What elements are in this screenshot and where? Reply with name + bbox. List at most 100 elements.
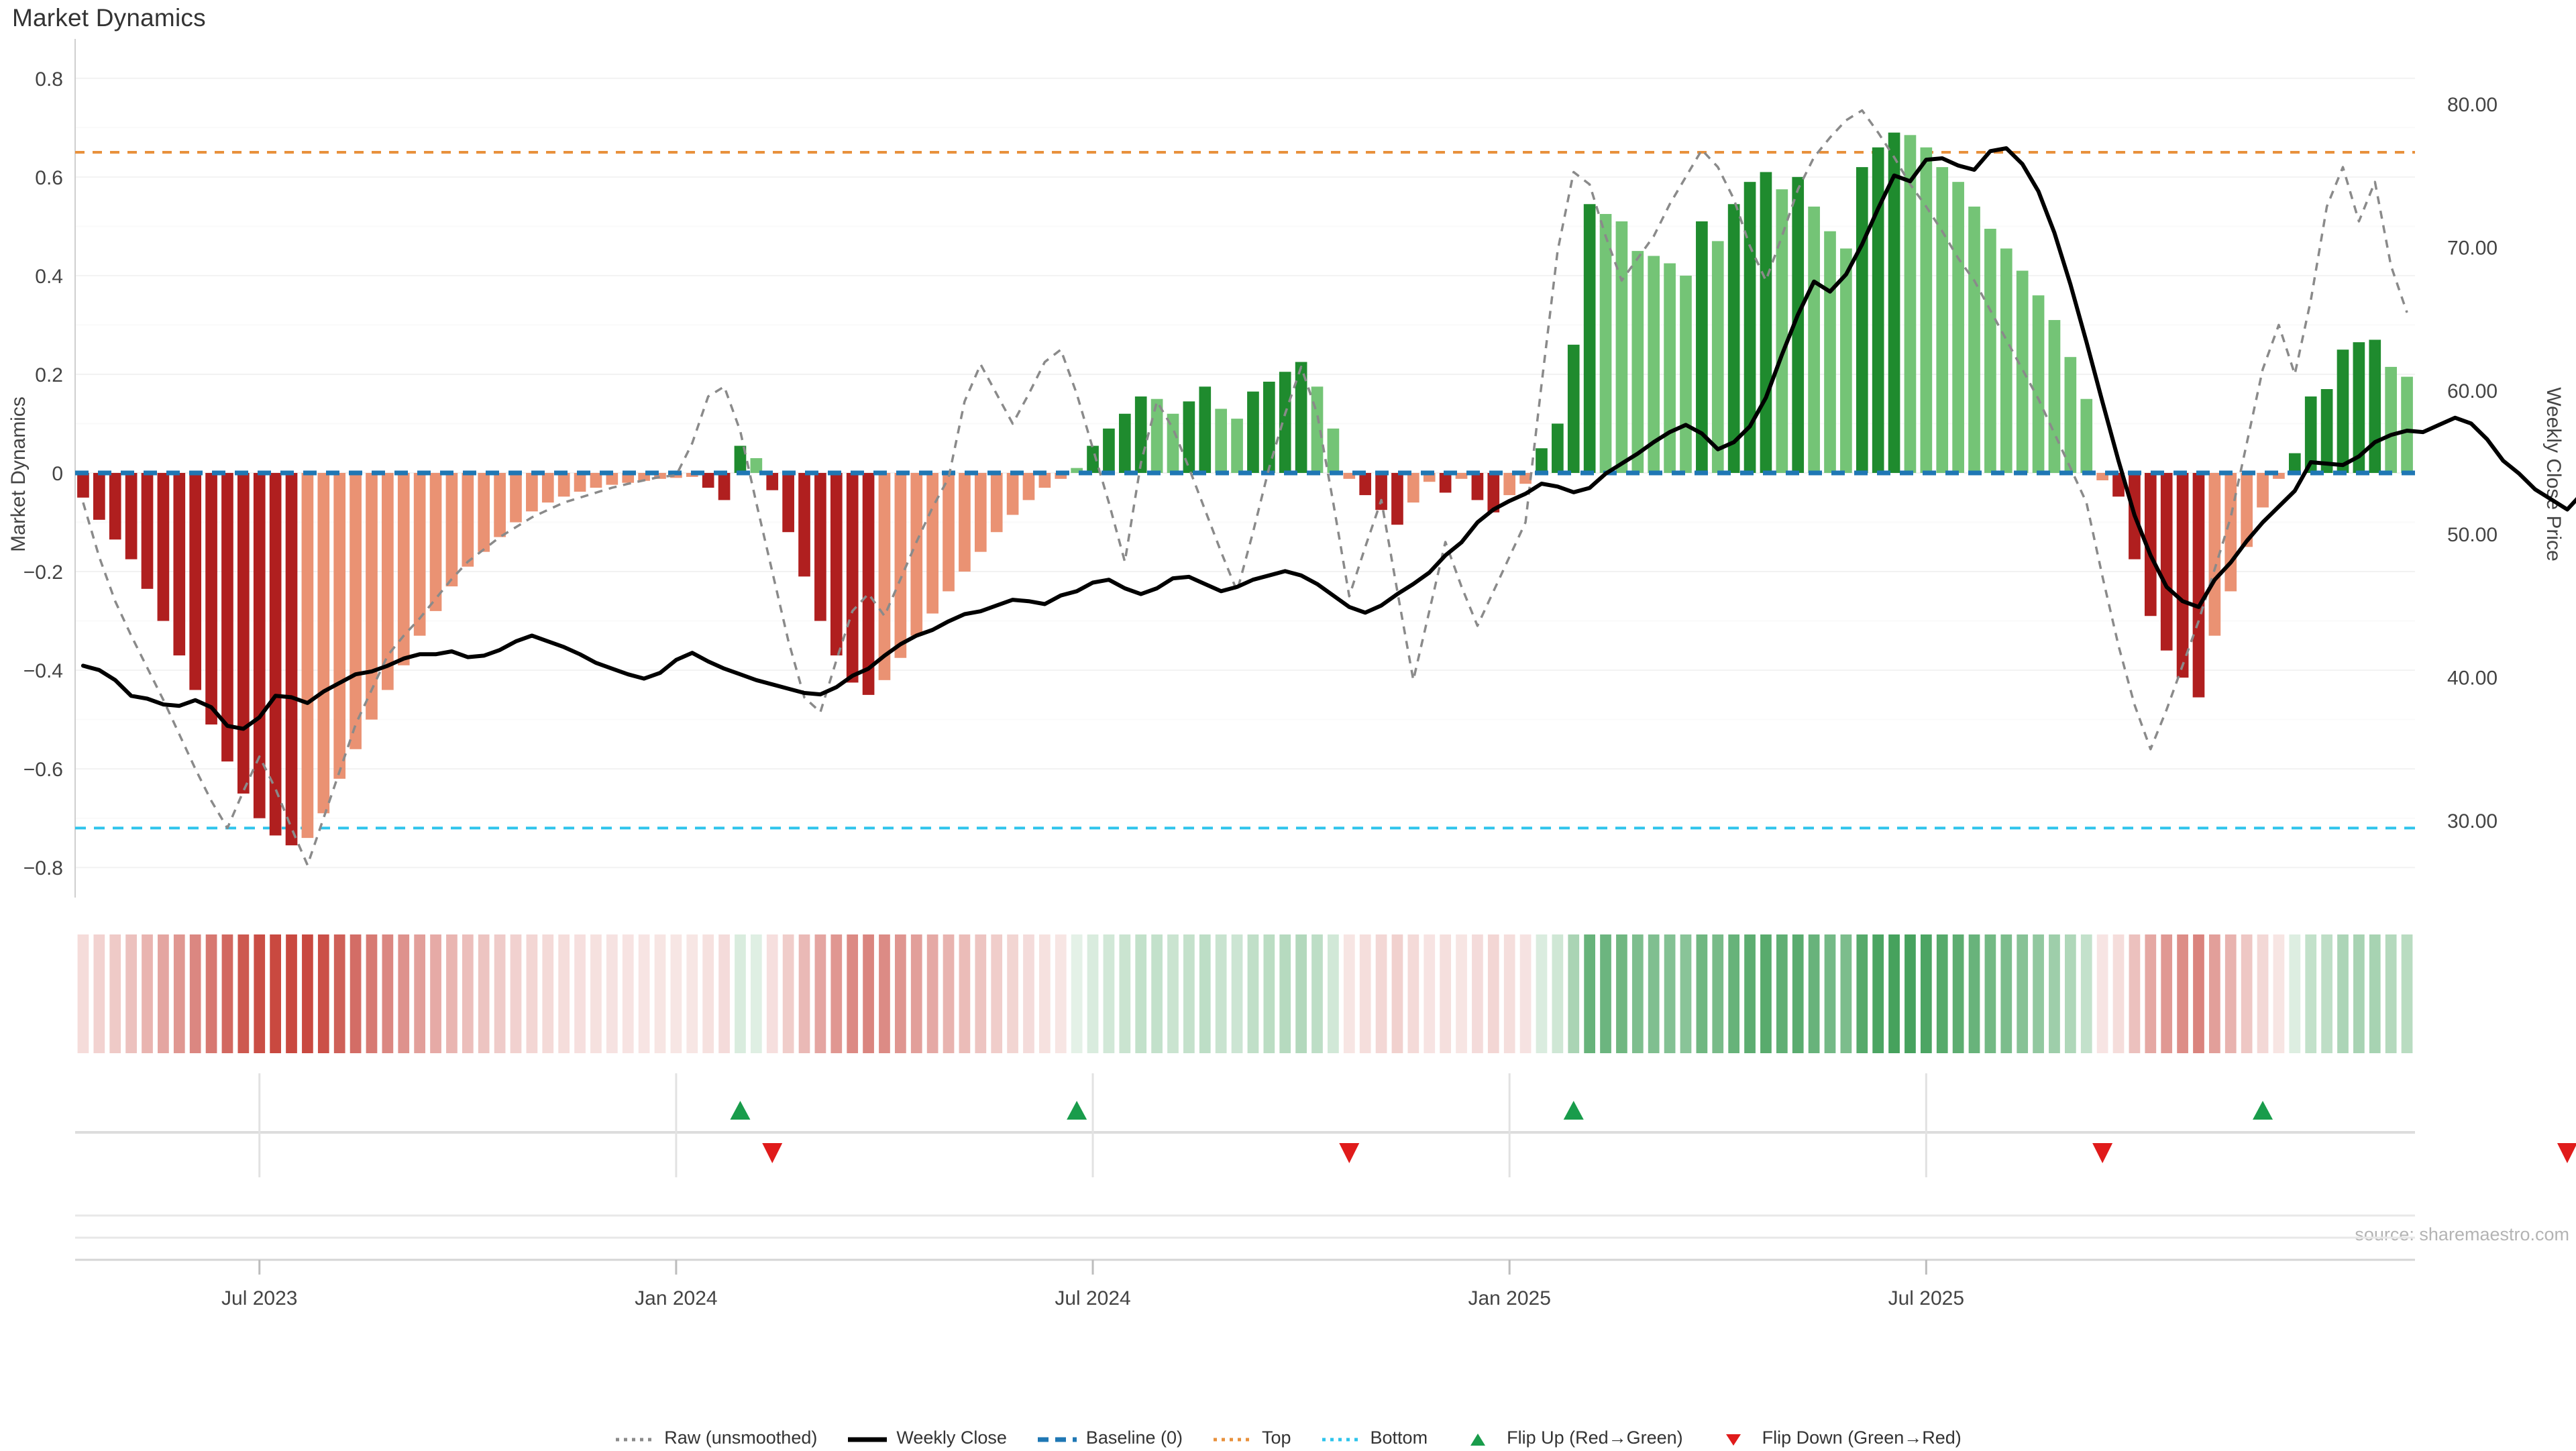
bar [2032,295,2045,473]
legend-item[interactable]: Bottom [1321,1428,1428,1448]
bar [462,473,474,567]
bar [141,473,154,589]
heatmap-cell [302,934,313,1053]
flip-up-marker [1563,1101,1584,1120]
bar [526,473,538,512]
heatmap-cell [189,934,201,1053]
heatmap-cell [943,934,955,1053]
heatmap-cell [2193,934,2204,1053]
heatmap-cell [1119,934,1131,1053]
heatmap-cell [879,934,890,1053]
heatmap-cell [2289,934,2301,1053]
heatmap-cell [959,934,971,1053]
heatmap-cell [125,934,137,1053]
flip-up-marker [730,1101,751,1120]
heatmap-cell [1247,934,1259,1053]
heatmap-cell [1568,934,1580,1053]
bar [734,445,747,473]
heatmap-cell [1680,934,1692,1053]
y-axis-right-tick-label: 70.00 [2447,237,2498,259]
legend-dotted-line-icon [1321,1432,1362,1445]
heatmap-cell [286,934,297,1053]
bar [285,473,298,846]
flip-down-marker [1339,1143,1360,1163]
bar [429,473,442,611]
bar [253,473,266,818]
heatmap-cell [814,934,826,1053]
bar [397,473,410,665]
heatmap-cell [205,934,217,1053]
heatmap-cell [2145,934,2157,1053]
bar [2144,473,2157,616]
bar [1968,206,1980,473]
heatmap-cell [77,934,89,1053]
heatmap-cell [510,934,522,1053]
legend-item-label: Baseline (0) [1085,1428,1183,1448]
bar [1808,206,1820,473]
bar [1279,372,1291,473]
legend-item-label: Flip Down (Green→Red) [1762,1428,1962,1448]
bar [510,473,522,523]
bar [1327,428,1340,473]
bar [606,473,619,485]
heatmap-cell [2129,934,2141,1053]
legend-item[interactable]: Flip Down (Green→Red) [1713,1428,1962,1448]
bar [1167,413,1179,473]
bar [366,473,378,720]
bar [1840,248,1852,473]
bar [557,473,570,497]
bar [830,473,843,656]
legend-item[interactable]: Top [1212,1428,1291,1448]
heatmap-cell [1039,934,1051,1053]
bar [2208,473,2221,636]
heatmap-cell [1503,934,1515,1053]
heatmap-cell [654,934,666,1053]
heatmap-cell [1984,934,1996,1053]
bar [2304,396,2317,473]
legend-item[interactable]: Raw (unsmoothed) [614,1428,817,1448]
bar [1359,473,1372,496]
legend-solid-line-icon [847,1432,888,1445]
bar [622,473,635,483]
heatmap-cell [750,934,762,1053]
bar [350,473,362,749]
bar [1615,221,1628,473]
bar [1856,167,1868,473]
y-axis-right-tick-label: 60.00 [2447,380,2498,402]
bar [173,473,186,656]
bar [1183,401,1195,473]
heatmap-cell [382,934,394,1053]
heatmap-cell [526,934,538,1053]
heatmap-cell [317,934,329,1053]
bar [1022,473,1035,500]
heatmap-cell [830,934,843,1053]
heatmap-cell [254,934,266,1053]
heatmap-cell [1872,934,1884,1053]
heatmap-cell [766,934,778,1053]
heatmap-cell [398,934,410,1053]
legend-item[interactable]: Weekly Close [847,1428,1007,1448]
y-axis-tick-label: −0.6 [23,759,63,781]
bar [1920,147,1933,474]
heatmap-cell [558,934,570,1053]
bar [959,473,971,572]
heatmap-cell [1904,934,1916,1053]
legend-item[interactable]: Flip Up (Red→Green) [1457,1428,1683,1448]
bar [990,473,1003,533]
y-axis-tick-label: 0.8 [35,68,63,91]
heatmap-cell [638,934,650,1053]
bar [1984,229,1996,473]
heatmap-cell [894,934,906,1053]
legend-dotted-line-icon [1212,1432,1254,1445]
bar [1727,204,1740,473]
heatmap-cell [366,934,378,1053]
heatmap-cell [1584,934,1596,1053]
y-axis-right-tick-label: 50.00 [2447,524,2498,546]
heatmap-cell [158,934,169,1053]
bar [1567,344,1580,473]
legend-item[interactable]: Baseline (0) [1036,1428,1183,1448]
heatmap-cell [1071,934,1083,1053]
bar [1904,135,1917,473]
heatmap-cell [782,934,794,1053]
bar [1760,172,1772,473]
